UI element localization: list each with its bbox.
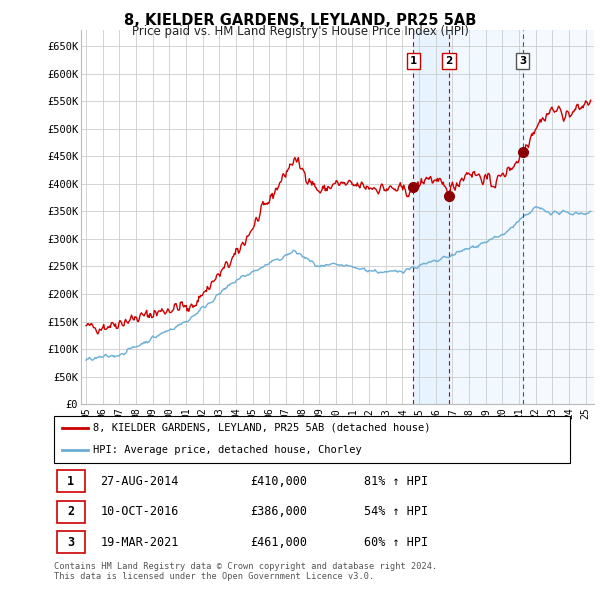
Text: 27-AUG-2014: 27-AUG-2014 [100, 475, 179, 488]
Text: 1: 1 [67, 475, 74, 488]
Text: £461,000: £461,000 [250, 536, 307, 549]
Bar [413, 30, 449, 404]
Text: 8, KIELDER GARDENS, LEYLAND, PR25 5AB: 8, KIELDER GARDENS, LEYLAND, PR25 5AB [124, 13, 476, 28]
FancyBboxPatch shape [56, 470, 85, 492]
Text: 2: 2 [67, 505, 74, 519]
Text: Contains HM Land Registry data © Crown copyright and database right 2024.
This d: Contains HM Land Registry data © Crown c… [54, 562, 437, 581]
Text: HPI: Average price, detached house, Chorley: HPI: Average price, detached house, Chor… [92, 445, 361, 455]
Text: £410,000: £410,000 [250, 475, 307, 488]
Text: Price paid vs. HM Land Registry's House Price Index (HPI): Price paid vs. HM Land Registry's House … [131, 25, 469, 38]
FancyBboxPatch shape [56, 532, 85, 553]
FancyBboxPatch shape [54, 416, 570, 463]
Bar [449, 30, 523, 404]
Text: £386,000: £386,000 [250, 505, 307, 519]
Text: 3: 3 [67, 536, 74, 549]
Text: 60% ↑ HPI: 60% ↑ HPI [364, 536, 428, 549]
Text: 81% ↑ HPI: 81% ↑ HPI [364, 475, 428, 488]
Text: 1: 1 [410, 57, 417, 66]
Text: 2: 2 [445, 57, 452, 66]
Text: 3: 3 [519, 57, 526, 66]
Text: 54% ↑ HPI: 54% ↑ HPI [364, 505, 428, 519]
Bar [523, 30, 594, 404]
Text: 8, KIELDER GARDENS, LEYLAND, PR25 5AB (detached house): 8, KIELDER GARDENS, LEYLAND, PR25 5AB (d… [92, 423, 430, 432]
FancyBboxPatch shape [56, 501, 85, 523]
Text: 10-OCT-2016: 10-OCT-2016 [100, 505, 179, 519]
Text: 19-MAR-2021: 19-MAR-2021 [100, 536, 179, 549]
